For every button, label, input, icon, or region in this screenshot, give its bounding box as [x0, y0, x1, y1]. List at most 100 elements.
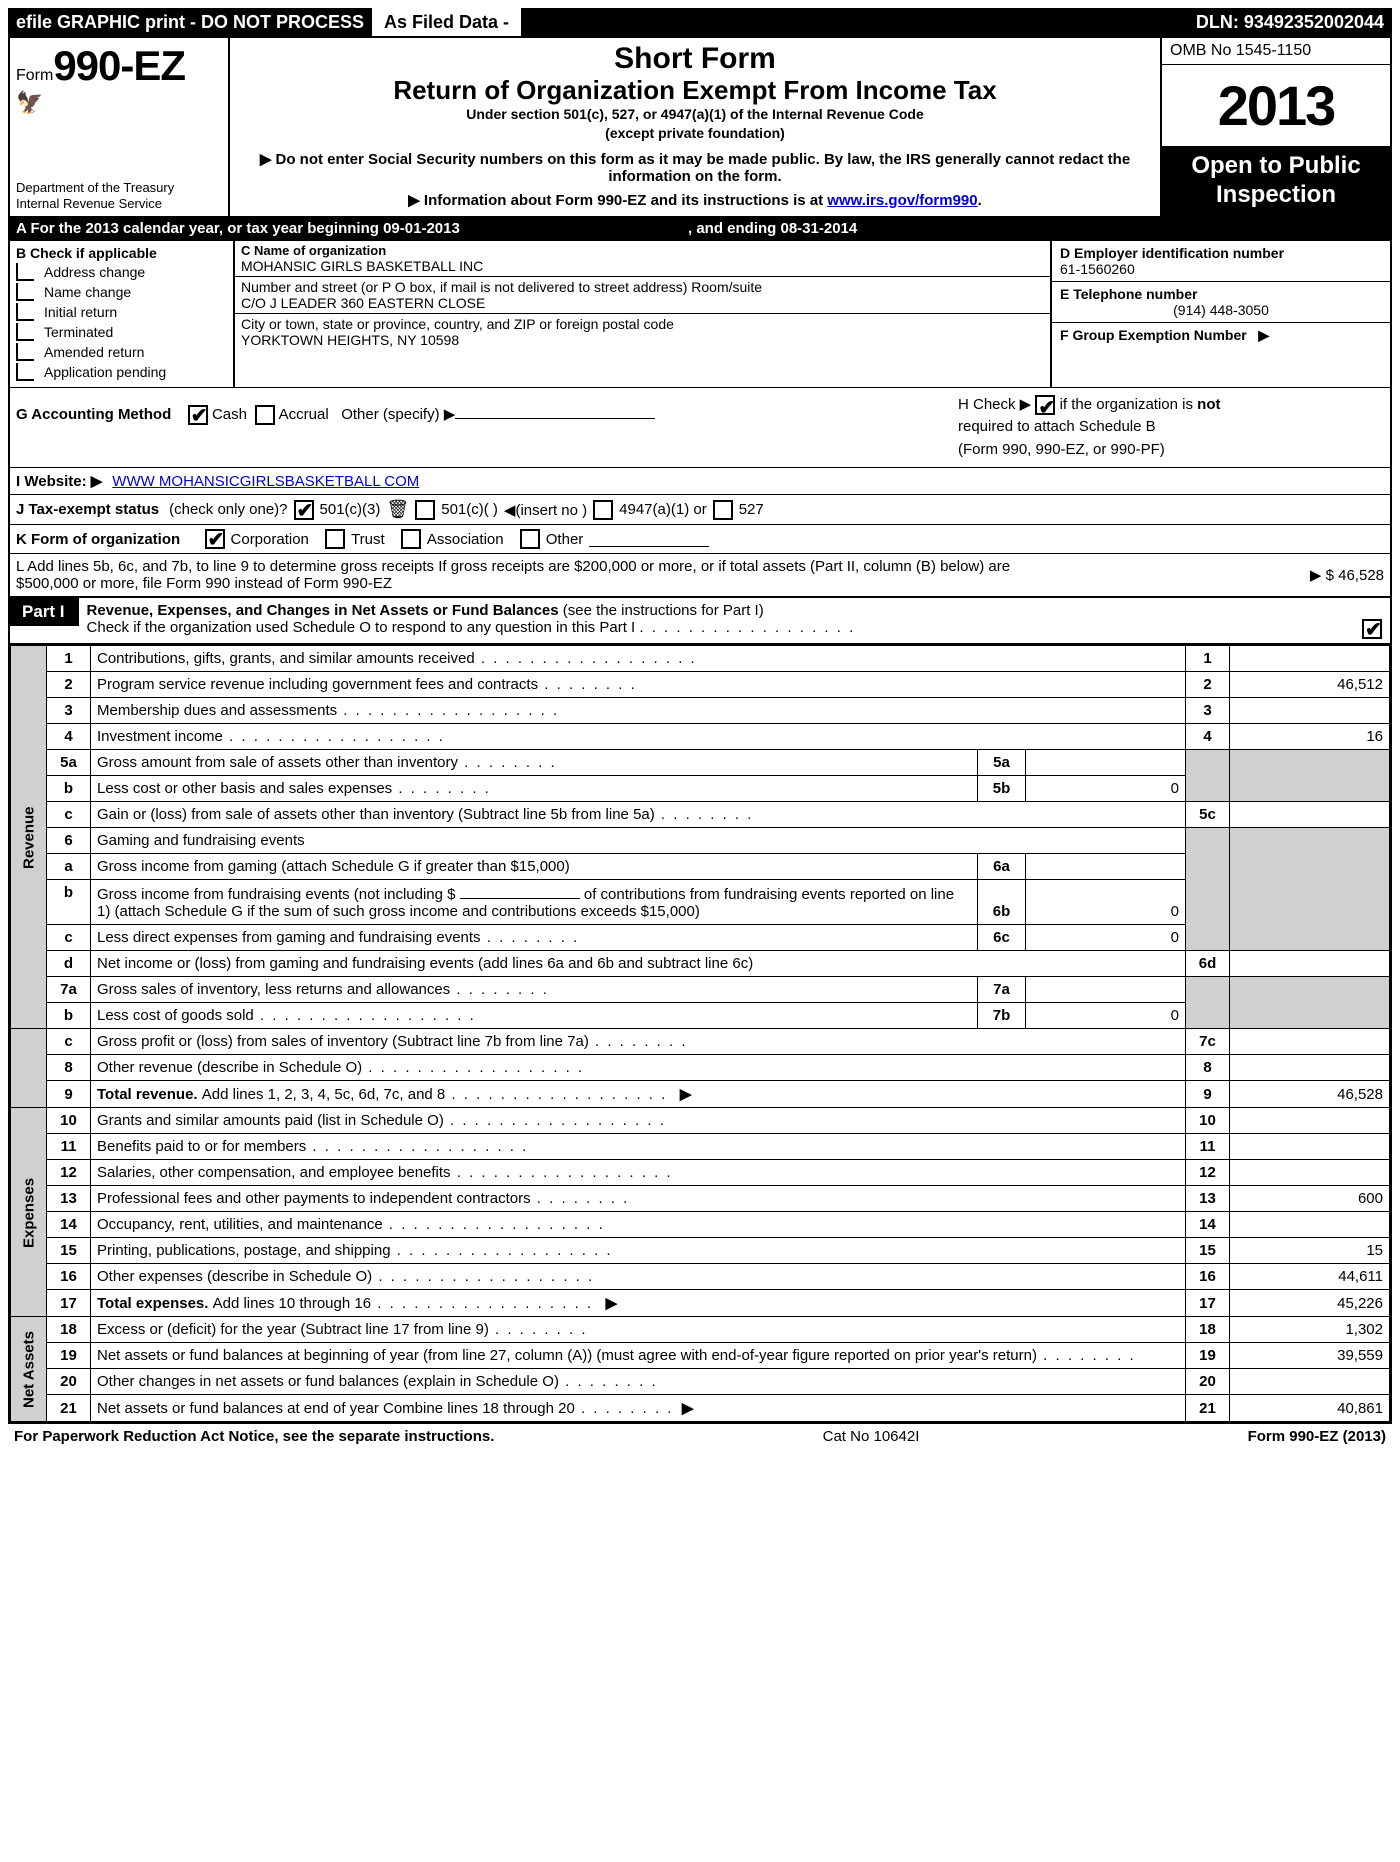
- line-a-left: A For the 2013 calendar year, or tax yea…: [16, 220, 688, 237]
- omb-number: OMB No 1545-1150: [1162, 38, 1390, 65]
- table-row: 7a Gross sales of inventory, less return…: [11, 977, 1390, 1003]
- table-row: 3 Membership dues and assessments 3: [11, 698, 1390, 724]
- table-row: 2 Program service revenue including gove…: [11, 672, 1390, 698]
- open-public-badge: Open to Public Inspection: [1162, 146, 1390, 216]
- group-exemption-cell: F Group Exemption Number ▶: [1052, 323, 1390, 387]
- expenses-side-label: Expenses: [11, 1108, 47, 1317]
- org-icon: 🗑: [386, 499, 409, 520]
- part-1-check: Check if the organization used Schedule …: [87, 619, 636, 636]
- phone-cell: E Telephone number (914) 448-3050: [1052, 282, 1390, 323]
- checkbox-icon: [16, 343, 34, 361]
- table-row: 9 Total revenue. Add lines 1, 2, 3, 4, 5…: [11, 1081, 1390, 1108]
- phone-value: (914) 448-3050: [1060, 302, 1382, 318]
- dln-label: DLN: 93492352002044: [1188, 10, 1392, 35]
- chk-501c3[interactable]: [294, 500, 314, 520]
- info-prefix: ▶ Information about Form 990-EZ and its …: [408, 192, 827, 209]
- arrow-icon: ▶: [1258, 327, 1269, 343]
- chk-application-pending[interactable]: Application pending: [16, 363, 227, 381]
- org-name-label: C Name of organization: [241, 243, 1044, 258]
- treasury-block: Department of the Treasury Internal Reve…: [16, 180, 222, 211]
- street-value: C/O J LEADER 360 EASTERN CLOSE: [241, 295, 1044, 311]
- form-footer-label: Form 990-EZ (2013): [1248, 1428, 1386, 1445]
- group-exemption-label: F Group Exemption Number: [1060, 327, 1247, 343]
- line-g-label: G Accounting Method: [16, 406, 171, 423]
- other-specify-blank: [455, 404, 655, 419]
- table-row: d Net income or (loss) from gaming and f…: [11, 951, 1390, 977]
- chk-cash[interactable]: [188, 405, 208, 425]
- table-row: 19 Net assets or fund balances at beginn…: [11, 1343, 1390, 1369]
- table-row: 13 Professional fees and other payments …: [11, 1186, 1390, 1212]
- checkbox-icon: [16, 363, 34, 381]
- form-number: 990-EZ: [53, 42, 185, 89]
- table-row: 11 Benefits paid to or for members 11: [11, 1134, 1390, 1160]
- chk-accrual[interactable]: [255, 405, 275, 425]
- irs-eagle-icon: 🦅: [16, 90, 222, 116]
- chk-corporation[interactable]: [205, 529, 225, 549]
- street-label: Number and street (or P O box, if mail i…: [241, 279, 1044, 295]
- part-1-badge: Part I: [10, 598, 79, 626]
- table-row: Revenue 1 Contributions, gifts, grants, …: [11, 646, 1390, 672]
- open-public-1: Open to Public: [1166, 152, 1386, 181]
- part-1-instr: (see the instructions for Part I): [559, 602, 764, 619]
- table-row: a Gross income from gaming (attach Sched…: [11, 854, 1390, 880]
- chk-address-change[interactable]: Address change: [16, 263, 227, 281]
- part-1-title: Revenue, Expenses, and Changes in Net As…: [87, 602, 559, 619]
- tax-exempt-label: J Tax-exempt status: [16, 501, 159, 518]
- table-row: Expenses 10 Grants and similar amounts p…: [11, 1108, 1390, 1134]
- phone-label: E Telephone number: [1060, 286, 1382, 302]
- irs-label: Internal Revenue Service: [16, 196, 222, 212]
- section-bcd: B Check if applicable Address change Nam…: [10, 241, 1390, 388]
- form-header: Form990-EZ 🦅 Department of the Treasury …: [10, 38, 1390, 218]
- chk-501c[interactable]: [415, 500, 435, 520]
- chk-amended-return[interactable]: Amended return: [16, 343, 227, 361]
- chk-4947[interactable]: [593, 500, 613, 520]
- line-h: H Check ▶ if the organization is not req…: [950, 388, 1390, 468]
- chk-terminated[interactable]: Terminated: [16, 323, 227, 341]
- part-1-table: Revenue 1 Contributions, gifts, grants, …: [10, 645, 1390, 1422]
- line-l-amount: ▶ $ 46,528: [1310, 566, 1384, 584]
- table-row: c Less direct expenses from gaming and f…: [11, 925, 1390, 951]
- part-1-header: Part I Revenue, Expenses, and Changes in…: [10, 596, 1390, 645]
- other-org-blank: [589, 532, 709, 547]
- line-a-right: , and ending 08-31-2014: [688, 220, 857, 237]
- org-name-cell: C Name of organization MOHANSIC GIRLS BA…: [235, 241, 1050, 277]
- chk-name-change[interactable]: Name change: [16, 283, 227, 301]
- chk-association[interactable]: [401, 529, 421, 549]
- irs-gov-link[interactable]: www.irs.gov/form990: [827, 192, 977, 209]
- chk-schedule-o[interactable]: [1362, 619, 1382, 639]
- table-row: 14 Occupancy, rent, utilities, and maint…: [11, 1212, 1390, 1238]
- table-row: 20 Other changes in net assets or fund b…: [11, 1369, 1390, 1395]
- line-l: L Add lines 5b, 6c, and 7b, to line 9 to…: [10, 554, 1390, 596]
- table-row: 21 Net assets or fund balances at end of…: [11, 1395, 1390, 1422]
- short-form-title: Short Form: [238, 42, 1152, 76]
- subtitle-section: Under section 501(c), 527, or 4947(a)(1)…: [238, 105, 1152, 125]
- line-a: A For the 2013 calendar year, or tax yea…: [10, 218, 1390, 241]
- info-period: .: [978, 192, 982, 209]
- open-public-2: Inspection: [1166, 181, 1386, 210]
- chk-trust[interactable]: [325, 529, 345, 549]
- efile-graphic-label: efile GRAPHIC print - DO NOT PROCESS: [8, 10, 372, 35]
- org-name-value: MOHANSIC GIRLS BASKETBALL INC: [241, 258, 1044, 274]
- website-label: I Website: ▶: [16, 472, 102, 490]
- checkbox-icon: [16, 303, 34, 321]
- ein-value: 61-1560260: [1060, 261, 1382, 277]
- table-row: c Gross profit or (loss) from sales of i…: [11, 1029, 1390, 1055]
- cat-no: Cat No 10642I: [823, 1428, 920, 1445]
- table-row: 4 Investment income 4 16: [11, 724, 1390, 750]
- dept-treasury: Department of the Treasury: [16, 180, 222, 196]
- form-container: Form990-EZ 🦅 Department of the Treasury …: [8, 36, 1392, 1424]
- line-g-h: G Accounting Method Cash Accrual Other (…: [10, 388, 1390, 469]
- street-cell: Number and street (or P O box, if mail i…: [235, 277, 1050, 314]
- table-row: Net Assets 18 Excess or (deficit) for th…: [11, 1317, 1390, 1343]
- website-link[interactable]: WWW MOHANSICGIRLSBASKETBALL COM: [112, 473, 419, 490]
- city-cell: City or town, state or province, country…: [235, 314, 1050, 387]
- chk-initial-return[interactable]: Initial return: [16, 303, 227, 321]
- table-row: 15 Printing, publications, postage, and …: [11, 1238, 1390, 1264]
- chk-schedule-b[interactable]: [1035, 395, 1055, 415]
- net-assets-side-label: Net Assets: [11, 1317, 47, 1422]
- efile-top-bar: efile GRAPHIC print - DO NOT PROCESS As …: [8, 8, 1392, 36]
- form-prefix: Form: [16, 67, 53, 84]
- header-right-col: OMB No 1545-1150 2013 Open to Public Ins…: [1160, 38, 1390, 216]
- chk-527[interactable]: [713, 500, 733, 520]
- chk-other-org[interactable]: [520, 529, 540, 549]
